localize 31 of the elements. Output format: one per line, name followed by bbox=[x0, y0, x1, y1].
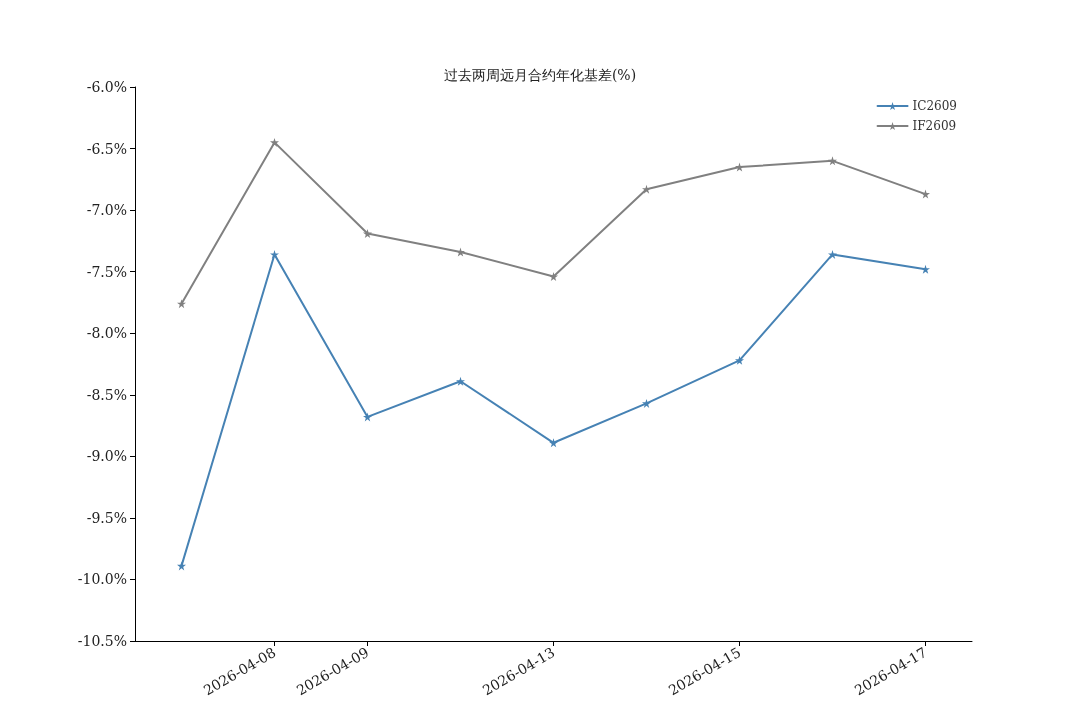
chart-title: 过去两周远月合约年化基差(%) bbox=[443, 67, 637, 83]
y-tick-label: -10.0% bbox=[77, 571, 127, 588]
y-tick-label: -7.5% bbox=[86, 263, 127, 280]
y-tick-label: -8.0% bbox=[86, 325, 127, 342]
point bbox=[177, 299, 186, 309]
y-tick-label: -9.0% bbox=[86, 448, 127, 465]
point bbox=[270, 249, 279, 259]
y-tick-label: -9.5% bbox=[86, 509, 127, 526]
point bbox=[735, 162, 744, 172]
legend-label: IC2609 bbox=[912, 99, 958, 113]
point bbox=[921, 189, 930, 199]
point bbox=[828, 249, 837, 259]
point bbox=[828, 156, 837, 166]
point bbox=[363, 412, 372, 422]
point bbox=[549, 272, 558, 282]
y-tick-label: -7.0% bbox=[86, 202, 127, 219]
point bbox=[642, 184, 651, 194]
point bbox=[456, 247, 465, 257]
point bbox=[363, 229, 372, 238]
point bbox=[177, 561, 186, 571]
point bbox=[549, 438, 558, 448]
y-tick-label: -6.0% bbox=[86, 79, 127, 95]
y-tick-label: -6.5% bbox=[86, 140, 127, 157]
point bbox=[642, 398, 651, 408]
y-tick-label: -8.5% bbox=[86, 386, 127, 403]
point bbox=[735, 355, 744, 365]
legend-label: IF2609 bbox=[912, 119, 957, 133]
y-tick-label: -10.5% bbox=[77, 633, 127, 649]
point bbox=[456, 376, 465, 386]
point bbox=[270, 137, 279, 147]
point bbox=[921, 264, 930, 274]
